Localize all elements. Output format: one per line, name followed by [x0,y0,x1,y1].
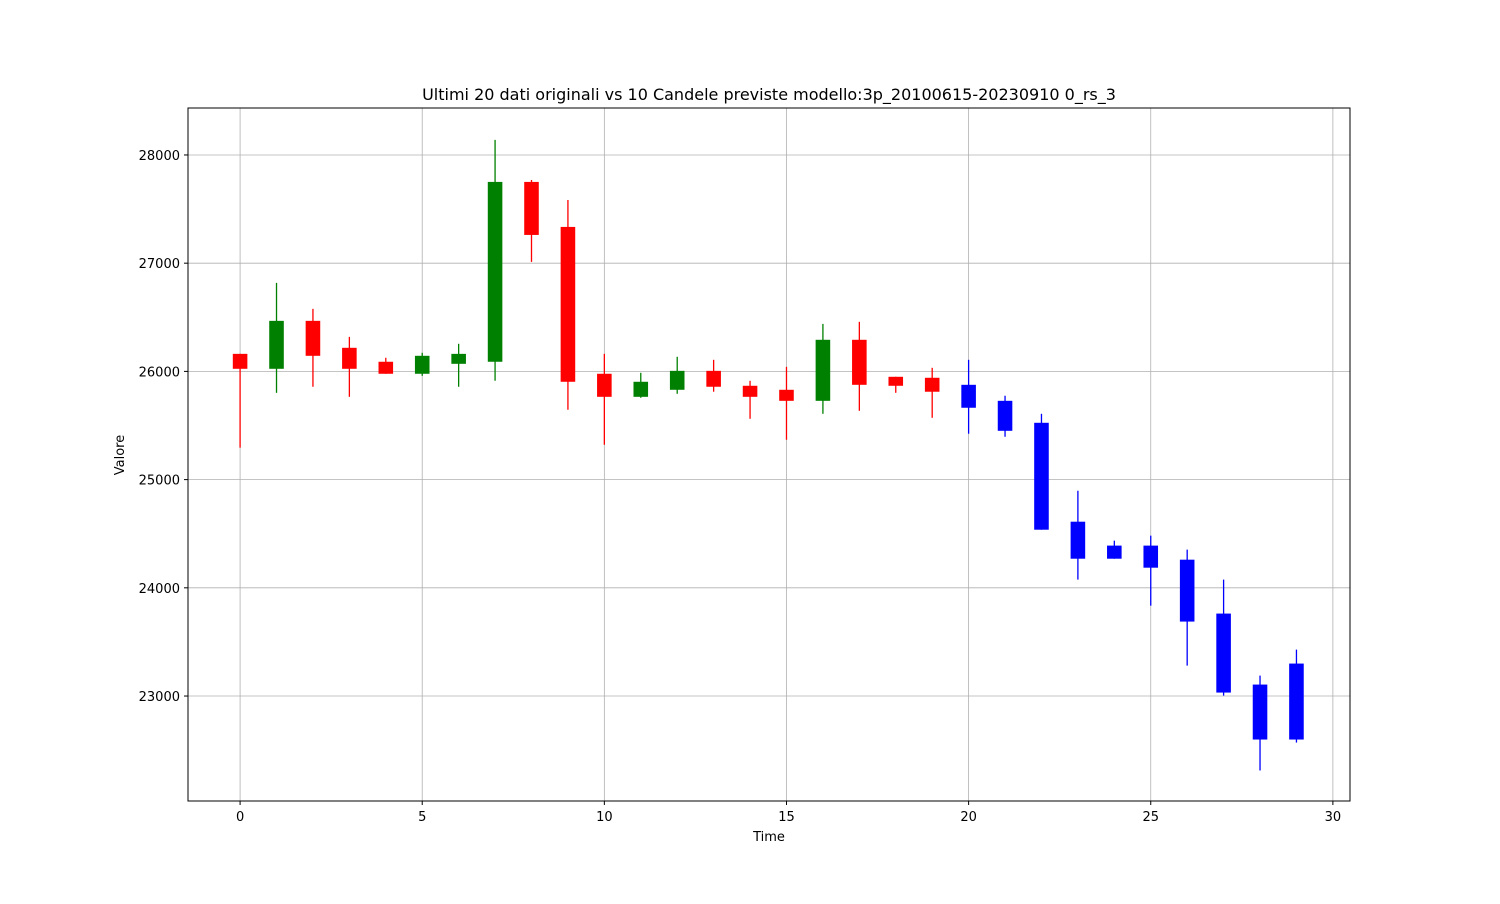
chart-title: Ultimi 20 dati originali vs 10 Candele p… [422,85,1116,105]
candle-body [706,370,721,387]
plot-frame [187,107,1351,802]
candle-body [1143,545,1159,568]
y-tick-label: 27000 [139,257,180,272]
candle-body [633,381,649,397]
candle-body [232,353,248,369]
y-tick-label: 26000 [139,365,180,380]
y-axis-label: Valore [113,435,128,475]
candle-body [997,400,1013,431]
x-tick-label: 30 [1325,810,1342,825]
candle-body [669,370,685,390]
candle-body [852,339,867,385]
candle-body [1252,684,1268,740]
y-tick-label: 25000 [139,474,180,489]
candle-body [1216,613,1231,693]
candle-body [1289,663,1304,740]
x-tick-label: 0 [236,810,244,825]
candle-body [924,377,940,392]
x-tick-label: 10 [596,810,613,825]
candle-body [414,355,430,374]
x-axis-label: Time [752,830,785,845]
candle-body [1070,521,1086,559]
y-tick-label: 23000 [139,690,180,705]
candle-body [342,347,357,369]
candle-body [1034,422,1049,530]
x-tick-label: 15 [778,810,795,825]
y-tick-label: 24000 [139,582,180,597]
candle-body [888,376,904,386]
candle-body [1179,559,1195,622]
x-tick-label: 5 [418,810,426,825]
candle-body [1107,545,1122,559]
candle-body [378,361,394,374]
candle-body [560,226,576,382]
candle-body [305,320,321,356]
candle-body [269,320,284,369]
y-tick-label: 28000 [139,149,180,164]
candle-body [779,389,794,401]
candle-body [451,353,466,364]
candle-body [597,373,612,397]
candle-body [961,384,976,408]
candle-body [487,181,503,362]
candle-body [815,339,831,401]
x-tick-label: 25 [1142,810,1159,825]
candle-body [742,385,758,397]
x-tick-label: 20 [960,810,977,825]
candle-body [524,181,539,235]
